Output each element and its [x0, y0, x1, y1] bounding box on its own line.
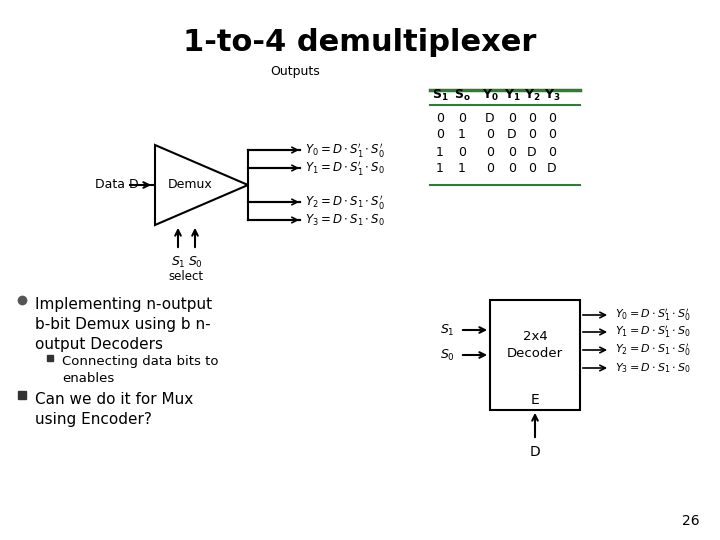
- Text: $S_0$: $S_0$: [440, 347, 455, 362]
- Text: $\mathbf{S_1}$: $\mathbf{S_1}$: [432, 87, 449, 103]
- Text: select: select: [168, 270, 204, 283]
- Text: Data D: Data D: [95, 179, 139, 192]
- Text: 0: 0: [458, 111, 466, 125]
- Text: 0: 0: [528, 111, 536, 125]
- Text: $Y_0 = D \cdot S_1' \cdot S_0'$: $Y_0 = D \cdot S_1' \cdot S_0'$: [305, 141, 385, 159]
- Text: E: E: [531, 393, 539, 407]
- Text: D: D: [507, 129, 517, 141]
- Text: Connecting data bits to
enables: Connecting data bits to enables: [62, 355, 218, 385]
- Text: 1: 1: [436, 145, 444, 159]
- Text: 0: 0: [486, 163, 494, 176]
- Text: $S_0$: $S_0$: [187, 255, 202, 270]
- Text: $\mathbf{Y_3}$: $\mathbf{Y_3}$: [544, 87, 560, 103]
- FancyBboxPatch shape: [490, 300, 580, 410]
- Text: 2x4
Decoder: 2x4 Decoder: [507, 330, 563, 360]
- Text: 1-to-4 demultiplexer: 1-to-4 demultiplexer: [184, 28, 536, 57]
- Text: $Y_0 = D \cdot S_1' \cdot S_0'$: $Y_0 = D \cdot S_1' \cdot S_0'$: [615, 307, 690, 323]
- Text: $\mathbf{Y_0}$: $\mathbf{Y_0}$: [482, 87, 498, 103]
- Text: 0: 0: [436, 129, 444, 141]
- Text: $S_1$: $S_1$: [441, 322, 455, 338]
- Text: $Y_1 = D \cdot S_1' \cdot S_0$: $Y_1 = D \cdot S_1' \cdot S_0$: [305, 159, 385, 177]
- Text: 0: 0: [528, 163, 536, 176]
- Text: 0: 0: [508, 145, 516, 159]
- Text: D: D: [485, 111, 495, 125]
- Text: $Y_3 = D \cdot S_1 \cdot S_0$: $Y_3 = D \cdot S_1 \cdot S_0$: [305, 212, 385, 227]
- Text: 0: 0: [548, 145, 556, 159]
- Text: Demux: Demux: [168, 179, 212, 192]
- Text: 0: 0: [548, 111, 556, 125]
- Text: 0: 0: [458, 145, 466, 159]
- Text: Outputs: Outputs: [270, 65, 320, 78]
- Text: 0: 0: [486, 129, 494, 141]
- Text: Implementing n-output
b-bit Demux using b n-
output Decoders: Implementing n-output b-bit Demux using …: [35, 297, 212, 352]
- Text: 0: 0: [508, 163, 516, 176]
- Text: 0: 0: [486, 145, 494, 159]
- Text: $\mathbf{S_o}$: $\mathbf{S_o}$: [454, 87, 470, 103]
- Text: D: D: [547, 163, 557, 176]
- Text: $\mathbf{Y_2}$: $\mathbf{Y_2}$: [523, 87, 540, 103]
- Text: 0: 0: [528, 129, 536, 141]
- Text: 1: 1: [436, 163, 444, 176]
- Text: $S_1$: $S_1$: [171, 255, 185, 270]
- Text: 0: 0: [508, 111, 516, 125]
- Text: 0: 0: [436, 111, 444, 125]
- Text: 1: 1: [458, 163, 466, 176]
- Text: D: D: [530, 445, 541, 459]
- Text: $\mathbf{Y_1}$: $\mathbf{Y_1}$: [503, 87, 521, 103]
- Text: Can we do it for Mux
using Encoder?: Can we do it for Mux using Encoder?: [35, 392, 193, 427]
- Text: $Y_2 = D \cdot S_1 \cdot S_0'$: $Y_2 = D \cdot S_1 \cdot S_0'$: [305, 193, 385, 211]
- Text: 0: 0: [548, 129, 556, 141]
- Text: 26: 26: [683, 514, 700, 528]
- Text: $Y_3 = D \cdot S_1 \cdot S_0$: $Y_3 = D \cdot S_1 \cdot S_0$: [615, 361, 690, 375]
- Text: 1: 1: [458, 129, 466, 141]
- Text: $Y_1 = D \cdot S_1' \cdot S_0$: $Y_1 = D \cdot S_1' \cdot S_0$: [615, 324, 690, 340]
- Text: $Y_2 = D \cdot S_1 \cdot S_0'$: $Y_2 = D \cdot S_1 \cdot S_0'$: [615, 342, 690, 358]
- Text: D: D: [527, 145, 537, 159]
